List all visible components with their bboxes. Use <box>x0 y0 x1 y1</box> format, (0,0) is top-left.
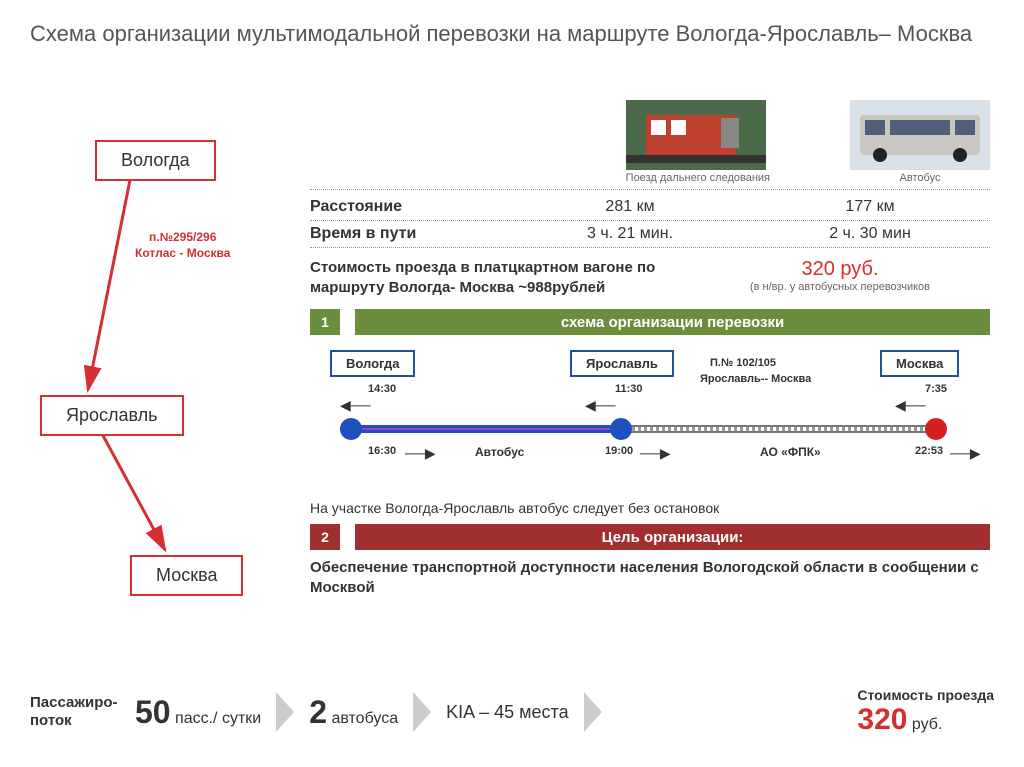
city-yaroslavl: Ярославль <box>40 395 184 436</box>
city-moscow: Москва <box>130 555 243 596</box>
train-image <box>626 100 766 170</box>
bottom-cost-unit: руб. <box>912 716 943 733</box>
arrow-icon: ──▶ <box>950 445 981 462</box>
chevron-icon <box>413 692 431 732</box>
bus-image <box>850 100 990 170</box>
bus-track <box>350 425 620 433</box>
bus-label: Автобус <box>850 172 990 184</box>
stats-row: Пассажиро-поток 50 пасс./ сутки 2 автобу… <box>30 687 994 737</box>
flow-label: Пассажиро-поток <box>30 694 120 730</box>
node-yaroslavl <box>610 418 632 440</box>
chevron-icon <box>276 692 294 732</box>
time-1430: 14:30 <box>368 383 396 395</box>
buses-unit: автобуса <box>331 710 398 727</box>
section-1-title: схема организации перевозки <box>355 309 990 335</box>
city-vologda: Вологда <box>95 140 216 181</box>
time-1130: 11:30 <box>615 383 643 395</box>
train-num: П.№ 102/105 <box>710 357 776 369</box>
section-2-bar: 2 Цель организации: <box>310 524 990 550</box>
cost-price: 320 руб. <box>690 258 990 281</box>
bottom-cost-label: Стоимость проезда <box>857 687 994 703</box>
time-735: 7:35 <box>925 383 947 395</box>
schema-diagram: Вологда Ярославль Москва 14:30 11:30 7:3… <box>310 345 990 495</box>
stop-vologda: Вологда <box>330 350 415 377</box>
data-table: Расстояние 281 км 177 км Время в пути 3 … <box>310 189 990 248</box>
route-num: п.№295/296 <box>149 230 216 244</box>
bus-distance: 177 км <box>750 198 990 216</box>
stop-moscow: Москва <box>880 350 959 377</box>
section-1-num: 1 <box>310 309 340 335</box>
distance-label: Расстояние <box>310 198 510 216</box>
train-time: 3 ч. 21 мин. <box>510 225 750 243</box>
arrow-icon: ◀── <box>340 397 371 414</box>
bus-segment-label: Автобус <box>475 445 524 459</box>
info-panel: Поезд дальнего следования Автобус Рассто… <box>310 100 990 597</box>
train-label: Поезд дальнего следования <box>626 172 770 184</box>
arrow-icon: ◀── <box>895 397 926 414</box>
chevron-icon <box>584 692 602 732</box>
bus-time: 2 ч. 30 мин <box>750 225 990 243</box>
goal-text: Обеспечение транспортной доступности нас… <box>310 558 990 597</box>
cost-text: Стоимость проезда в платцкартном вагоне … <box>310 258 690 297</box>
page-title: Схема организации мультимодальной перево… <box>30 20 994 49</box>
rail-track <box>620 425 930 433</box>
train-route: Ярославль-- Москва <box>700 373 811 385</box>
section-2-num: 2 <box>310 524 340 550</box>
cost-note: (в н/вр. у автобусных перевозчиков <box>690 281 990 294</box>
node-vologda <box>340 418 362 440</box>
arrow-icon: ──▶ <box>640 445 671 462</box>
buses-value: 2 <box>309 694 327 730</box>
flow-unit: пасс./ сутки <box>175 710 261 727</box>
note-text: На участке Вологда-Ярославль автобус сле… <box>310 500 990 516</box>
node-moscow <box>925 418 947 440</box>
arrow-icon: ◀── <box>585 397 616 414</box>
time-1900: 19:00 <box>605 445 633 457</box>
time-1630: 16:30 <box>368 445 396 457</box>
route-label: п.№295/296 Котлас - Москва <box>135 230 230 261</box>
kia-text: KIA – 45 места <box>446 702 569 723</box>
time-label: Время в пути <box>310 225 510 243</box>
fpk-label: АО «ФПК» <box>760 445 821 459</box>
train-distance: 281 км <box>510 198 750 216</box>
route-name: Котлас - Москва <box>135 246 230 260</box>
time-2253: 22:53 <box>915 445 943 457</box>
bottom-cost-value: 320 <box>857 703 907 736</box>
stop-yaroslavl: Ярославль <box>570 350 674 377</box>
flow-value: 50 <box>135 694 171 730</box>
section-2-title: Цель организации: <box>355 524 990 550</box>
section-1-bar: 1 схема организации перевозки <box>310 309 990 335</box>
arrow-icon: ──▶ <box>405 445 436 462</box>
